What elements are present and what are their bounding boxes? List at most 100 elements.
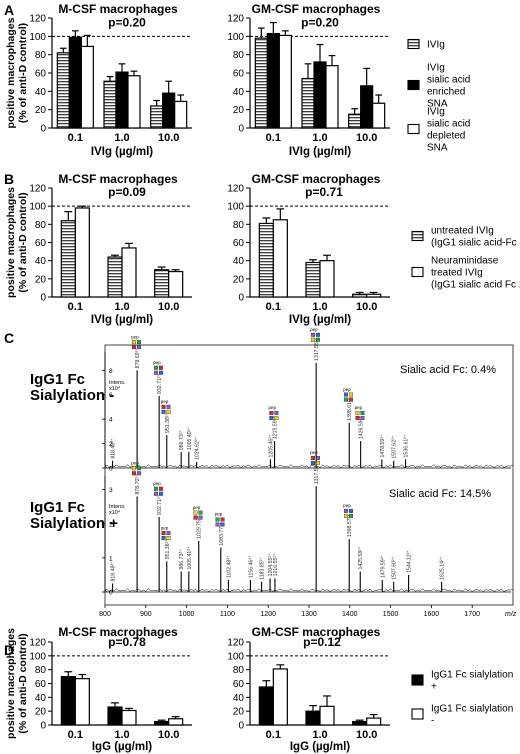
- legend-label-line: sialic acid: [427, 75, 470, 86]
- bar: [150, 105, 164, 129]
- y-tick-label: 80: [35, 220, 47, 231]
- bar: [121, 247, 137, 298]
- glycan-glyph: [311, 332, 315, 337]
- spectrum-noise: [104, 588, 514, 593]
- bar: [162, 92, 176, 129]
- glycan-glyph: [198, 510, 203, 515]
- glycan-label: pep: [161, 399, 169, 404]
- x-tick-label: 1.0: [114, 301, 129, 313]
- bar: [60, 675, 76, 726]
- glycan-glyph: [274, 415, 279, 420]
- glycan-glyph: [158, 491, 163, 496]
- glycan-glyph: [215, 522, 220, 527]
- chart-title: GM-CSF macrophages: [252, 2, 381, 16]
- glycan-glyph: [344, 513, 348, 518]
- intensity-label-line: Intens.: [109, 380, 126, 386]
- legend-label-line: Neuraminidase: [431, 256, 499, 267]
- y-tick-label: 40: [35, 693, 47, 704]
- glycan-glyph: [344, 508, 348, 513]
- bar: [74, 207, 90, 298]
- x-tick-label: 1500: [383, 611, 399, 618]
- legend-label-line: depleted: [427, 131, 465, 142]
- x-tick-label: 0.1: [266, 729, 281, 741]
- bar: [360, 85, 374, 129]
- legend-swatch: [407, 38, 420, 50]
- glycan-glyph: [344, 397, 348, 402]
- x-tick-label: 0.1: [68, 301, 83, 313]
- x-tick-label: 1.0: [312, 132, 327, 144]
- intensity-tick-label: 8: [109, 368, 113, 375]
- y-tick-label: 0: [238, 124, 244, 135]
- peak-label: 1183.85²⁺: [260, 557, 266, 580]
- y-tick-label: 40: [233, 256, 245, 267]
- y-tick-label: 80: [35, 50, 47, 61]
- legend-b: untreated IVIg(IgG1 sialic acid-Fc 8.4%)…: [411, 226, 520, 291]
- x-axis-label: IVIg (µg/ml): [91, 314, 153, 326]
- bar: [56, 52, 70, 129]
- glycan-glyph: [153, 365, 158, 370]
- y-tick-label: 120: [227, 184, 244, 195]
- panel-letter-c: C: [4, 330, 14, 346]
- chart-a2-gmcsf: GM-CSF macrophages 0 20 40 60 80 100 120 p=0.20 0…: [227, 2, 390, 158]
- peak-label: 818.48²⁺: [111, 438, 117, 459]
- bar: [301, 77, 315, 129]
- intensity-tick-label: 6: [109, 392, 113, 399]
- legend-label-line: sialic acid: [427, 119, 470, 130]
- glycan-glyph: [131, 340, 136, 345]
- peak-label: 1205.46²⁺: [268, 434, 274, 457]
- x-tick-label: 10.0: [356, 132, 377, 144]
- bar: [278, 34, 292, 129]
- y-tick-label: 80: [35, 665, 47, 676]
- trace-label: Sialylation +: [30, 515, 118, 532]
- bar: [68, 36, 82, 129]
- chart-b2-gmcsf: GM-CSF macrophages 0 20 40 60 80 100 120 p=0.71 0…: [227, 172, 390, 326]
- bar: [272, 668, 288, 726]
- bar: [115, 71, 129, 129]
- peak-label: 1083.77²⁺: [219, 522, 225, 545]
- bar: [319, 260, 335, 298]
- y-tick-label: 100: [29, 651, 46, 662]
- legend-label-line: IVIg: [427, 40, 445, 51]
- bar: [168, 718, 184, 726]
- peak-label: 818.48²⁺: [111, 561, 117, 582]
- chart-title: GM-CSF macrophages: [252, 172, 381, 186]
- y-tick-label: 60: [233, 69, 245, 80]
- glycan-glyph: [349, 513, 353, 518]
- spectrum-frame: [104, 344, 514, 606]
- bar: [348, 113, 362, 129]
- bar: [366, 717, 382, 726]
- glycan-glyph: [131, 345, 136, 350]
- x-tick-label: 1.0: [114, 132, 129, 144]
- chart-title: M-CSF macrophages: [58, 625, 178, 639]
- bar: [319, 705, 335, 726]
- glycan-label: pep: [193, 505, 201, 510]
- glycan-glyph: [349, 508, 353, 513]
- glycan-label: pep: [343, 387, 351, 392]
- glycan-glyph: [166, 536, 171, 541]
- legend-label-line: -: [431, 716, 434, 727]
- glycan-label: pep: [161, 525, 169, 530]
- bar: [254, 37, 268, 129]
- intensity-label-line: x10⁴: [109, 509, 121, 516]
- peak-label: 878.69²⁺: [135, 348, 141, 369]
- trace-label: Sialylation -: [30, 387, 114, 404]
- glycan-glyph: [316, 332, 320, 337]
- y-axis-label: positive macrophages(% of anti-D control…: [5, 628, 29, 739]
- bar: [74, 678, 90, 726]
- y-tick-label: 60: [35, 679, 47, 690]
- glycan-glyph: [158, 365, 163, 370]
- x-axis-label: IVIg (µg/ml): [91, 146, 153, 158]
- peak-label: 1005.40²⁺: [187, 427, 193, 450]
- trace-label: IgG1 Fc: [30, 371, 85, 388]
- glycan-glyph: [161, 404, 166, 409]
- bar: [107, 706, 123, 726]
- legend-swatch: [411, 230, 424, 242]
- glycan-glyph: [316, 456, 320, 460]
- glycan-glyph: [355, 410, 360, 415]
- y-tick-label: 120: [227, 14, 244, 25]
- chart-b1-mcsf: M-CSF macrophages 0 20 40 60 80 100 120 p=0.09 0.…: [5, 172, 192, 326]
- intensity-tick-label: 4: [109, 417, 113, 424]
- y-tick-label: 60: [35, 69, 47, 80]
- legend-label: IVIg sialic acid enriched SNA: [427, 63, 470, 110]
